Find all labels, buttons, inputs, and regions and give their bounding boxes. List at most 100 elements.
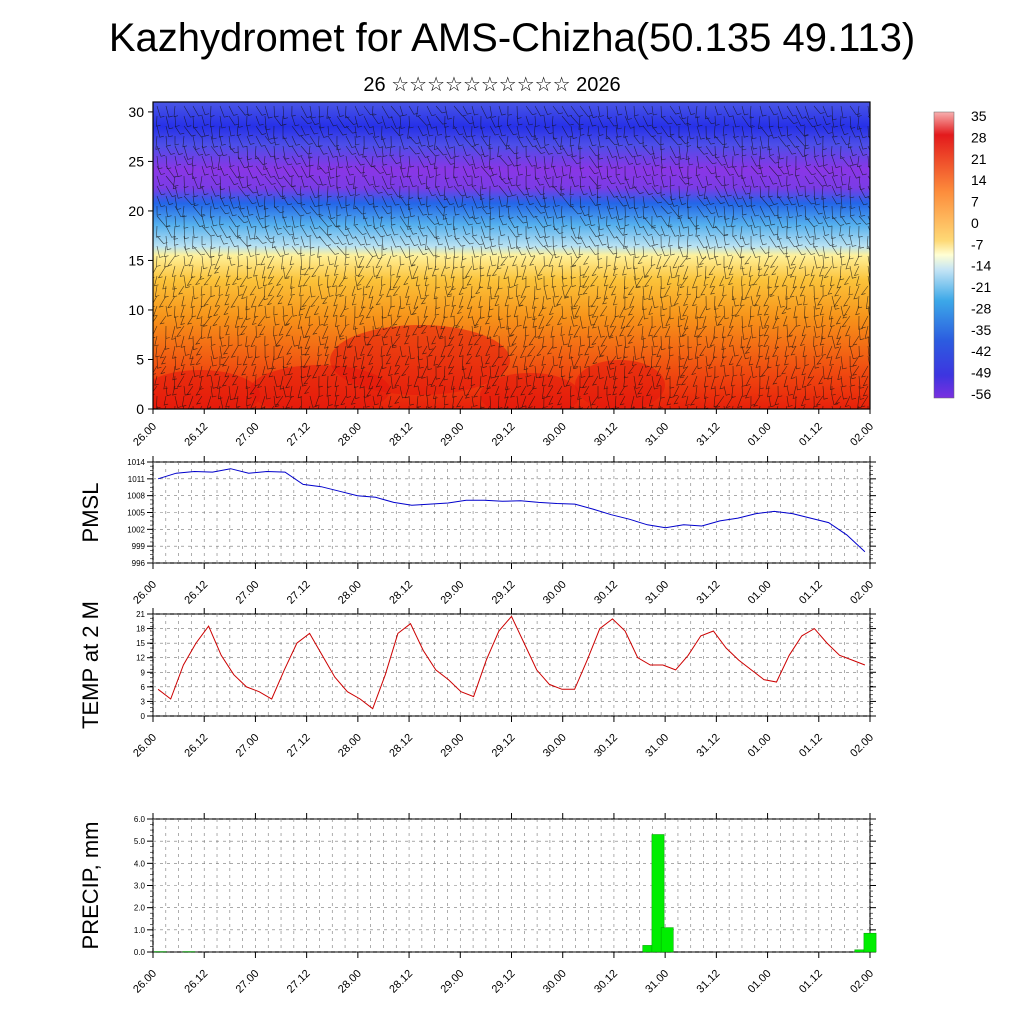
wind-barb: [596, 285, 601, 300]
wind-barb: [219, 205, 230, 215]
wind-barb: [646, 385, 653, 397]
wind-barb: [183, 145, 192, 160]
wind-barb: [831, 245, 842, 255]
wind-barb: [174, 185, 183, 199]
wind-barb: [399, 215, 412, 228]
wind-barb: [195, 275, 203, 285]
wind-barb: [660, 105, 666, 118]
wind-barb: [287, 295, 293, 306]
wind-barb: [375, 375, 383, 388]
wind-barb: [696, 115, 703, 127]
wind-barb: [444, 285, 452, 298]
wind-barb: [336, 345, 342, 357]
wind-barb: [597, 235, 607, 246]
wind-barb: [327, 125, 333, 136]
wind-barb: [217, 155, 223, 171]
wind-barb: [386, 285, 392, 298]
wind-barb: [533, 125, 539, 140]
wind-barb: [157, 265, 167, 279]
wind-barb: [174, 395, 182, 408]
wind-barb: [695, 165, 701, 177]
wind-barb: [696, 185, 704, 197]
wind-barb: [416, 395, 421, 408]
wind-barb: [363, 335, 370, 346]
wind-barb: [352, 355, 358, 368]
wind-barb: [435, 295, 441, 309]
wind-barb: [192, 115, 198, 129]
wind-barb: [801, 395, 806, 407]
wind-barb: [660, 195, 674, 206]
wind-barb: [515, 285, 521, 297]
wind-barb: [246, 105, 253, 116]
wind-barb: [309, 255, 314, 270]
wind-barb: [466, 295, 473, 310]
wind-barb: [637, 255, 644, 265]
wind-barb: [686, 135, 692, 147]
wind-barb: [435, 235, 443, 246]
wind-barb: [210, 115, 215, 128]
wind-barb: [642, 155, 651, 166]
wind-barb: [708, 355, 716, 369]
wind-barb: [543, 105, 552, 115]
wind-barb: [448, 325, 455, 340]
wind-barb: [363, 115, 374, 129]
wind-barb: [713, 245, 719, 258]
wind-barb: [516, 245, 526, 256]
x-tick-label: 28.12: [387, 732, 415, 760]
wind-barb: [345, 335, 352, 349]
wind-barb: [668, 335, 673, 349]
wind-barb: [498, 155, 512, 166]
wind-barb: [669, 245, 675, 256]
wind-barb: [714, 295, 719, 310]
wind-barb: [732, 245, 745, 259]
x-tick-label: 01.12: [797, 421, 825, 449]
wind-barb: [264, 125, 273, 140]
wind-barb: [334, 255, 339, 267]
wind-barb: [282, 195, 293, 206]
wind-barb: [480, 125, 488, 138]
wind-barb: [223, 305, 230, 316]
wind-barb: [612, 375, 618, 389]
wind-barb: [300, 195, 306, 206]
wind-barb: [623, 375, 628, 388]
wind-barb: [300, 205, 311, 215]
wind-barb: [203, 295, 212, 306]
wind-barb: [219, 135, 226, 146]
wind-barb: [584, 355, 590, 368]
wind-barb: [849, 375, 856, 387]
wind-barb: [813, 235, 818, 248]
wind-barb: [660, 115, 673, 125]
wind-barb: [196, 305, 203, 320]
wind-barb: [705, 135, 715, 145]
wind-barb: [759, 185, 765, 198]
x-tick-label: 27.12: [285, 421, 313, 449]
wind-barb: [534, 105, 545, 117]
wind-barb: [234, 385, 239, 400]
wind-barb: [740, 255, 745, 270]
wind-barb: [498, 195, 506, 207]
wind-barb: [660, 205, 672, 214]
wind-barb: [627, 365, 635, 374]
wind-barb: [273, 215, 282, 230]
wind-barb: [354, 135, 360, 146]
y-tick-label: 0.0: [134, 948, 146, 957]
wind-barb: [767, 275, 772, 289]
wind-barb: [705, 205, 716, 215]
wind-barb: [840, 375, 847, 388]
x-tick-label: 29.00: [438, 421, 466, 449]
wind-barb: [785, 245, 791, 258]
wind-barb: [842, 305, 851, 319]
wind-barb: [304, 335, 311, 350]
wind-barb: [237, 205, 249, 218]
wind-barb: [822, 115, 831, 125]
wind-barb: [705, 335, 712, 348]
wind-barb: [660, 135, 665, 151]
wind-barb: [199, 175, 205, 188]
wind-barb: [582, 275, 590, 289]
x-tick-label: 27.12: [285, 968, 313, 996]
wind-barb: [180, 355, 186, 367]
wind-barb: [387, 305, 392, 317]
wind-barb: [687, 235, 692, 247]
wind-barb: [372, 115, 383, 124]
wind-barb: [606, 175, 616, 185]
